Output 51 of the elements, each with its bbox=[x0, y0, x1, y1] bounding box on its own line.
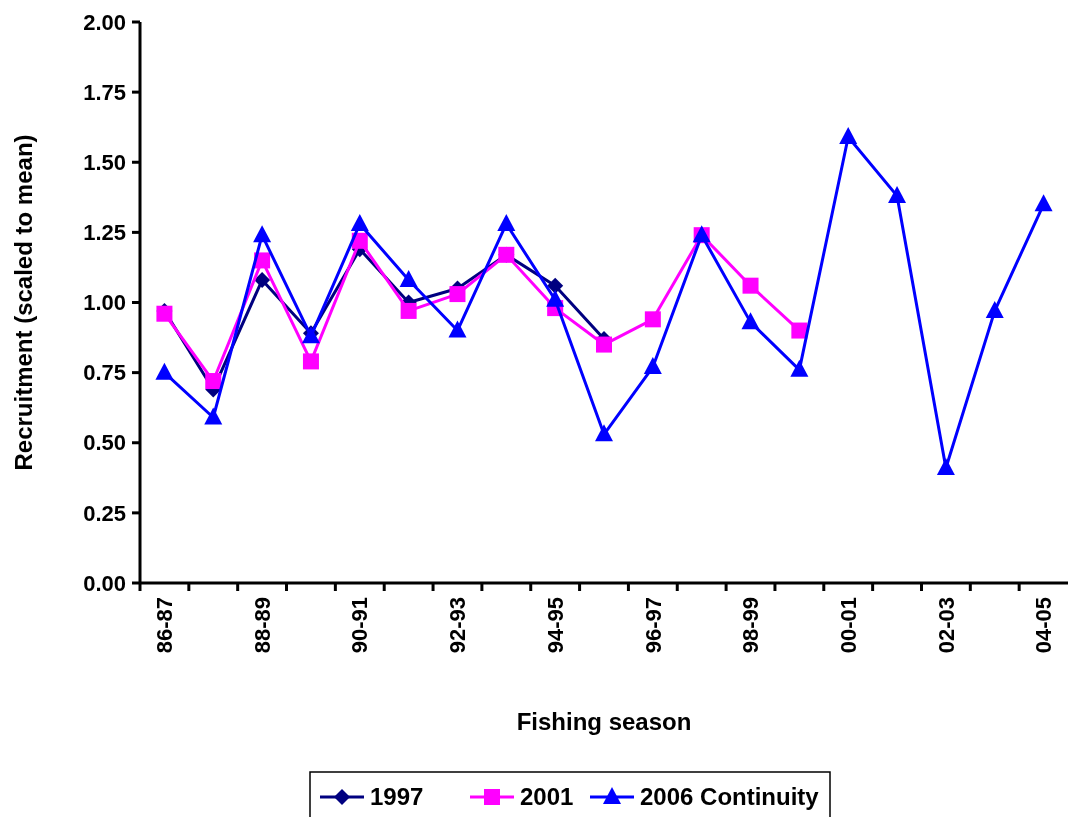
point bbox=[155, 362, 174, 380]
y-tick-label: 0.75 bbox=[83, 360, 126, 386]
legend-label: 2006 Continuity bbox=[640, 783, 820, 811]
y-axis-title: Recruitment (scaled to mean) bbox=[10, 134, 37, 471]
point bbox=[204, 407, 223, 425]
point bbox=[791, 322, 808, 339]
point bbox=[596, 336, 612, 353]
x-tick-label: 92-93 bbox=[445, 597, 471, 654]
point bbox=[985, 300, 1004, 318]
x-tick-label: 96-97 bbox=[640, 597, 666, 654]
point bbox=[254, 272, 271, 289]
point bbox=[449, 286, 466, 303]
point bbox=[399, 270, 418, 288]
point bbox=[497, 213, 516, 231]
x-tick-label: 90-91 bbox=[347, 597, 373, 654]
x-tick-label: 00-01 bbox=[835, 597, 861, 654]
point bbox=[888, 185, 907, 203]
point bbox=[546, 289, 565, 307]
point bbox=[547, 277, 564, 294]
y-tick-label: 1.75 bbox=[83, 79, 126, 105]
y-tick-label: 0.25 bbox=[83, 500, 126, 526]
legend-label: 1997 bbox=[370, 783, 424, 811]
y-tick-label: 1.50 bbox=[83, 149, 126, 175]
point bbox=[350, 213, 369, 231]
y-tick-label: 1.00 bbox=[83, 290, 126, 316]
x-tick-label: 98-99 bbox=[738, 597, 764, 654]
point bbox=[400, 302, 417, 319]
point bbox=[448, 320, 467, 338]
x-axis-title: Fishing season bbox=[516, 708, 692, 735]
point bbox=[839, 127, 858, 144]
point bbox=[595, 424, 613, 442]
point bbox=[741, 312, 760, 330]
x-tick-label: 86-87 bbox=[152, 597, 178, 654]
point bbox=[790, 359, 809, 377]
point bbox=[205, 373, 222, 390]
y-tick-label: 0.00 bbox=[83, 570, 126, 596]
point bbox=[302, 353, 319, 370]
point bbox=[643, 357, 662, 375]
point bbox=[742, 277, 759, 294]
y-tick-label: 2.00 bbox=[83, 9, 126, 35]
x-tick-label: 94-95 bbox=[542, 597, 568, 654]
y-tick-label: 1.25 bbox=[83, 220, 126, 246]
y-tick-label: 0.50 bbox=[83, 430, 126, 456]
x-tick-label: 88-89 bbox=[249, 597, 275, 654]
point bbox=[253, 225, 272, 243]
legend-label: 2001 bbox=[520, 783, 574, 811]
x-tick-label: 02-03 bbox=[933, 597, 959, 654]
x-tick-label: 04-05 bbox=[1031, 597, 1057, 654]
point bbox=[1034, 194, 1053, 212]
point bbox=[936, 458, 955, 475]
point bbox=[644, 311, 661, 328]
